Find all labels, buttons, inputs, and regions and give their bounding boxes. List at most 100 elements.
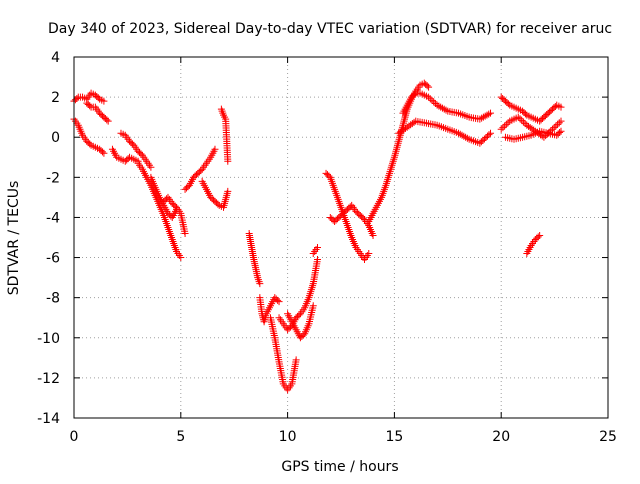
data-point-20-48 xyxy=(485,110,493,118)
series-arc-s xyxy=(365,79,433,225)
series-arc-m xyxy=(267,314,300,394)
data-point-21-32 xyxy=(458,131,466,139)
data-point-23-2 xyxy=(501,122,509,130)
data-point-20-24 xyxy=(437,103,445,111)
data-point-1-13 xyxy=(86,140,94,148)
y-tick-label-7: 0 xyxy=(51,130,60,146)
data-point-2-2 xyxy=(86,102,94,110)
y-tick-label-4: -6 xyxy=(46,251,60,267)
data-point-9-24 xyxy=(224,187,232,195)
tick-layer: 0 5 10 15 20 25 -14 -12 -10 -8 -6 -4 -2 0 2 4 xyxy=(37,50,617,445)
data-point-19-73 xyxy=(425,83,433,91)
data-point-7-2 xyxy=(163,195,171,203)
data-point-0-17 xyxy=(100,97,108,105)
grid-layer xyxy=(74,57,608,418)
x-tick-label-0: 0 xyxy=(70,429,79,445)
data-point-4-7 xyxy=(128,140,136,148)
data-point-20-49 xyxy=(487,109,495,117)
data-point-20-47 xyxy=(483,111,491,119)
data-point-24-26 xyxy=(556,129,564,137)
data-point-20-44 xyxy=(478,114,486,122)
data-point-21-46 xyxy=(483,132,491,140)
series-arc-t xyxy=(399,89,495,123)
data-point-4-20 xyxy=(147,163,155,171)
x-tick-label-2: 10 xyxy=(279,429,297,445)
series-arc-y xyxy=(523,231,544,258)
data-point-4-13 xyxy=(137,150,145,158)
data-point-12-26 xyxy=(275,298,283,306)
data-point-18-23 xyxy=(359,214,367,222)
data-point-5-47 xyxy=(177,254,185,262)
y-tick-label-6: -2 xyxy=(46,170,60,186)
data-point-23-32 xyxy=(554,120,562,128)
data-point-layer xyxy=(70,79,565,394)
series-arc-a-lower xyxy=(70,115,108,157)
data-point-20-10 xyxy=(410,90,418,98)
data-point-23-34 xyxy=(557,117,565,125)
data-point-25-9 xyxy=(534,233,542,241)
data-point-21-31 xyxy=(456,130,464,138)
data-point-23-12 xyxy=(519,118,527,126)
y-tick-label-3: -8 xyxy=(46,291,60,307)
series-arc-d xyxy=(117,129,155,171)
data-point-8-12 xyxy=(197,167,205,175)
data-point-20-26 xyxy=(440,105,448,113)
series-arc-i xyxy=(198,177,232,211)
data-point-25-10 xyxy=(536,231,544,239)
x-tick-label-4: 20 xyxy=(492,429,510,445)
y-tick-label-0: -14 xyxy=(37,411,60,427)
data-point-12-25 xyxy=(274,296,282,304)
series-arc-p xyxy=(309,244,322,258)
series-arc-a-upper xyxy=(70,89,108,105)
series-arc-g xyxy=(160,193,189,237)
data-point-17-47 xyxy=(365,250,373,258)
data-point-20-20 xyxy=(430,98,438,106)
data-point-21-43 xyxy=(479,136,487,144)
data-point-14-15 xyxy=(295,311,303,319)
data-point-22-35 xyxy=(557,103,565,111)
x-tick-label-1: 5 xyxy=(176,429,185,445)
data-point-23-3 xyxy=(502,120,510,128)
data-point-7-8 xyxy=(171,202,179,210)
series-arc-o xyxy=(284,302,317,342)
y-tick-label-8: 2 xyxy=(51,90,60,106)
data-point-23-10 xyxy=(516,115,524,123)
data-point-0-14 xyxy=(94,94,102,102)
plot-area-border xyxy=(73,56,609,419)
series-arc-n xyxy=(275,256,322,334)
data-point-14-42 xyxy=(314,256,322,264)
data-point-20-17 xyxy=(425,93,433,101)
data-point-2-13 xyxy=(103,116,111,124)
x-tick-label-5: 25 xyxy=(599,429,617,445)
data-point-20-43 xyxy=(476,115,484,123)
data-point-24-27 xyxy=(557,127,565,135)
series-arc-c xyxy=(108,145,142,165)
data-point-23-1 xyxy=(499,124,507,132)
data-point-20-27 xyxy=(442,106,450,114)
series-arc-l xyxy=(256,294,283,326)
data-point-20-19 xyxy=(428,96,436,104)
data-point-21-41 xyxy=(476,139,484,147)
series-arc-v xyxy=(497,93,565,125)
data-point-20-23 xyxy=(435,102,443,110)
data-point-21-34 xyxy=(462,133,470,141)
data-point-21-33 xyxy=(460,132,468,140)
data-point-8-23 xyxy=(211,145,219,153)
series-arc-k xyxy=(245,229,264,288)
data-point-7-21 xyxy=(181,229,189,237)
data-point-21-48 xyxy=(487,129,495,137)
chart-title: Day 340 of 2023, Sidereal Day-to-day VTE… xyxy=(48,21,612,37)
y-tick-label-2: -10 xyxy=(37,331,60,347)
series-arc-j xyxy=(217,105,232,165)
data-point-16-3 xyxy=(314,244,322,252)
data-point-15-28 xyxy=(309,302,317,310)
data-point-20-25 xyxy=(438,104,446,112)
data-point-21-45 xyxy=(482,134,490,142)
data-point-23-33 xyxy=(555,119,563,127)
y-tick-label-9: 4 xyxy=(51,50,60,66)
data-point-23-31 xyxy=(552,122,560,130)
data-point-21-44 xyxy=(480,135,488,143)
series-arc-u xyxy=(395,117,495,147)
